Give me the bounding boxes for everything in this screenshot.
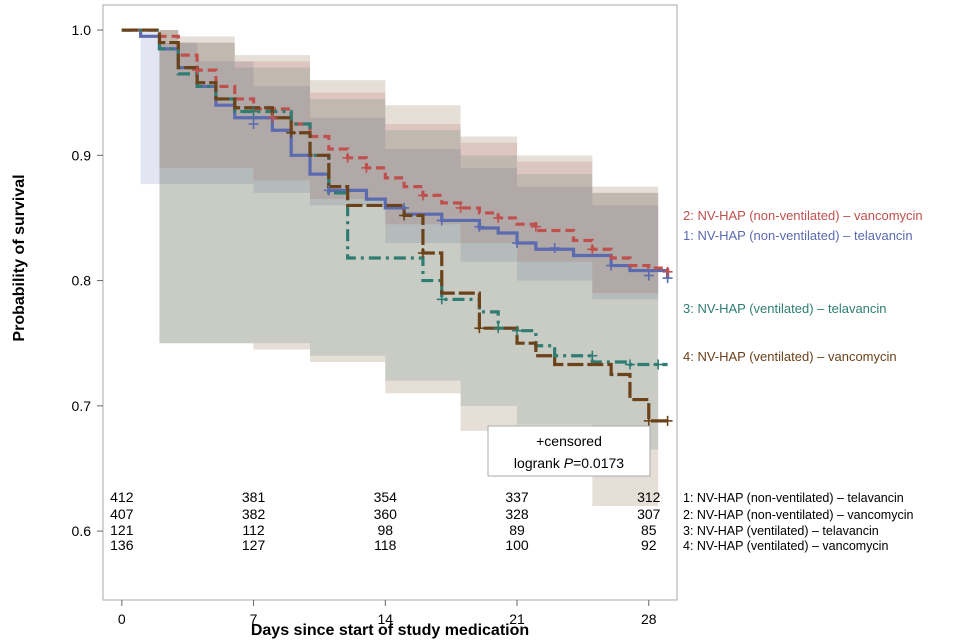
annotation-box: +censored logrank P=0.0173 (487, 425, 651, 477)
at-risk-row-label: 4: NV-HAP (ventilated) – vancomycin (683, 539, 888, 553)
at-risk-count: 381 (242, 489, 266, 505)
y-tick-label: 0.9 (72, 147, 92, 163)
censor-mark (323, 185, 334, 196)
legend-entry: 2: NV-HAP (non-ventilated) – vancomycin (683, 208, 923, 223)
at-risk-count: 312 (637, 489, 661, 505)
at-risk-table: 412 381 354 337 312 1: NV-HAP (non-ventilated… (110, 489, 913, 553)
band-series-3 (121, 30, 659, 463)
censor-mark (436, 215, 447, 226)
at-risk-count: 98 (378, 522, 394, 538)
at-risk-count: 85 (641, 522, 657, 538)
censor-mark (474, 323, 485, 334)
censor-mark (653, 359, 664, 370)
curve-series-2 (121, 28, 670, 272)
x-tick-label: 0 (118, 611, 126, 627)
at-risk-count: 89 (509, 522, 525, 538)
censor-mark (643, 415, 654, 426)
at-risk-count: 118 (374, 537, 397, 553)
at-risk-count: 121 (110, 522, 134, 538)
censor-mark (662, 415, 673, 426)
censor-mark (417, 190, 428, 201)
at-risk-count: 382 (242, 506, 266, 522)
curve-series-4 (121, 28, 668, 423)
censor-mark (530, 221, 541, 232)
x-tick-label: 7 (250, 611, 258, 627)
censor-mark (587, 350, 598, 361)
censor-mark (474, 221, 485, 232)
censor-mark (248, 106, 259, 117)
confidence-bands (121, 30, 659, 538)
at-risk-count: 100 (505, 537, 529, 553)
band-series-1 (121, 30, 659, 319)
x-tick-label: 21 (509, 611, 525, 627)
at-risk-row-label: 1: NV-HAP (non-ventilated) – telavancin (683, 491, 904, 505)
at-risk-count: 354 (374, 489, 398, 505)
y-tick-label: 1.0 (72, 22, 92, 38)
censor-mark (436, 294, 447, 305)
censor-mark (267, 112, 278, 123)
censor-mark (549, 243, 560, 254)
censor-mark (493, 212, 504, 223)
at-risk-count: 407 (110, 506, 134, 522)
censor-mark (455, 202, 466, 213)
at-risk-count: 112 (242, 522, 265, 538)
at-risk-count: 337 (505, 489, 529, 505)
legend-entry: 3: NV-HAP (ventilated) – telavancin (683, 301, 887, 316)
at-risk-row-label: 3: NV-HAP (ventilated) – telavancin (683, 524, 879, 538)
censor-mark (512, 325, 523, 336)
at-risk-count: 412 (110, 489, 134, 505)
band-series-4 (121, 30, 659, 538)
censor-mark (248, 119, 259, 129)
censored-label: +censored (536, 433, 602, 449)
plot-frame (102, 4, 678, 601)
logrank-label: logrank P=0.0173 (514, 455, 624, 471)
legend: 2: NV-HAP (non-ventilated) – vancomycin 1… (683, 208, 923, 364)
curve-series-3 (121, 28, 668, 367)
censor-mark (286, 127, 297, 138)
censor-mark (399, 210, 410, 221)
at-risk-count: 92 (641, 537, 657, 553)
censor-marks (192, 65, 673, 426)
at-risk-row-label: 2: NV-HAP (non-ventilated) – vancomycin (683, 508, 913, 522)
x-axis-title: Days since start of study medication (251, 622, 529, 639)
censor-mark (493, 323, 504, 334)
at-risk-count: 127 (242, 537, 266, 553)
legend-entry: 1: NV-HAP (non-ventilated) – telavancin (683, 228, 913, 243)
censor-mark (192, 65, 203, 76)
censor-mark (606, 260, 617, 271)
at-risk-count: 136 (110, 537, 134, 553)
plot-border (102, 4, 678, 601)
censor-mark (417, 248, 428, 259)
censor-mark (342, 152, 353, 163)
censor-mark (587, 244, 598, 255)
axes: 0.6 0.7 0.8 0.9 1.0 0 7 14 21 28 (72, 22, 657, 627)
y-tick-label: 0.8 (72, 273, 92, 289)
censor-mark (361, 162, 372, 173)
at-risk-count: 360 (374, 506, 398, 522)
at-risk-count: 328 (505, 506, 529, 522)
censor-mark (624, 359, 635, 370)
band-series-2 (121, 30, 659, 331)
censor-mark (643, 270, 654, 281)
legend-entry: 4: NV-HAP (ventilated) – vancomycin (683, 349, 897, 364)
at-risk-count: 307 (637, 506, 661, 522)
x-tick-label: 14 (378, 611, 394, 627)
annotation-box-frame (487, 425, 651, 477)
censor-mark (662, 266, 673, 277)
y-tick-label: 0.7 (72, 398, 92, 414)
y-axis-title: Probability of survival (11, 174, 28, 341)
y-tick-label: 0.6 (72, 523, 92, 539)
x-tick-label: 28 (641, 611, 657, 627)
censor-mark (512, 238, 523, 248)
